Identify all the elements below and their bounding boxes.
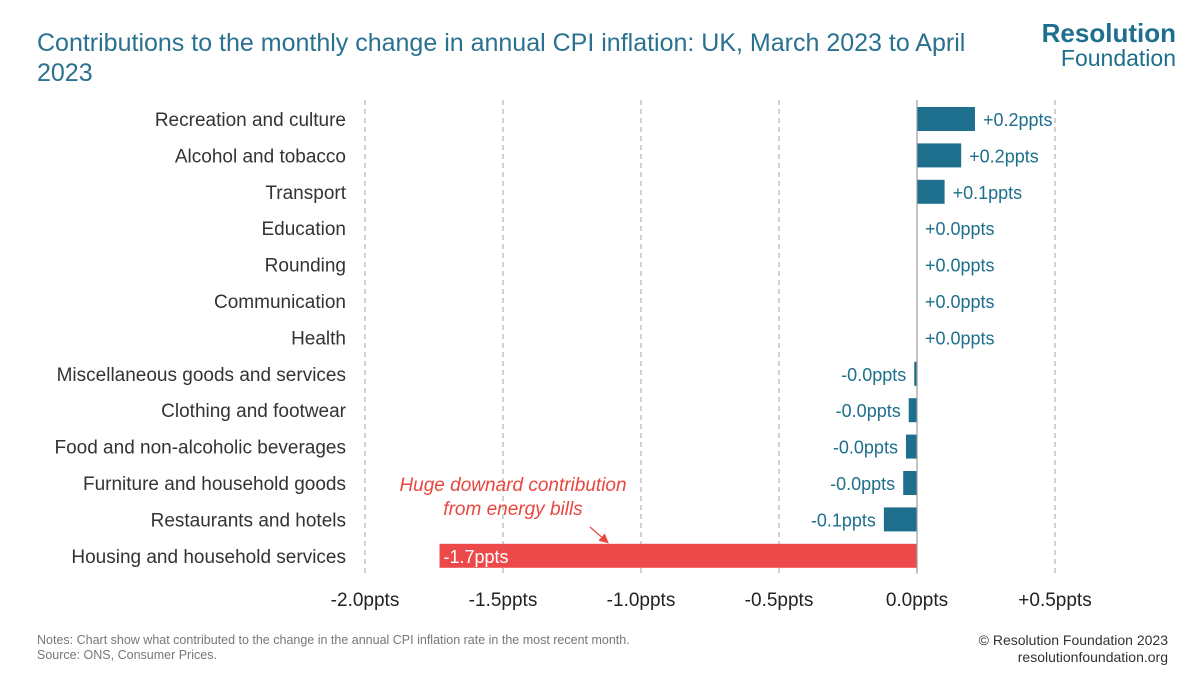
data-label: -0.0ppts: [830, 474, 895, 494]
data-label: +0.1ppts: [953, 183, 1023, 203]
data-label: -0.0ppts: [841, 365, 906, 385]
data-label: -0.1ppts: [811, 510, 876, 530]
x-tick-label: +0.5ppts: [1018, 590, 1091, 611]
website-link[interactable]: resolutionfoundation.org: [1017, 649, 1168, 665]
x-tick-label: -1.0ppts: [607, 590, 676, 611]
category-label: Education: [261, 219, 346, 240]
data-label: +0.2ppts: [983, 110, 1053, 130]
category-label: Clothing and footwear: [161, 401, 347, 422]
bar: [439, 543, 917, 568]
source-text: Source: ONS, Consumer Prices.: [37, 648, 217, 662]
bars: [439, 107, 975, 568]
data-label: -0.0ppts: [836, 401, 901, 421]
category-label: Furniture and household goods: [83, 474, 346, 495]
x-tick-label: 0.0ppts: [886, 590, 948, 611]
category-label: Transport: [265, 183, 346, 204]
bar: [914, 361, 917, 386]
gridlines: [364, 100, 1056, 574]
category-labels: Recreation and culture Alcohol and tobacc…: [54, 110, 346, 568]
category-label: Housing and household services: [71, 547, 346, 568]
category-label: Rounding: [265, 256, 346, 277]
category-label: Restaurants and hotels: [151, 510, 346, 531]
annotation: Huge downard contribution from energy bil…: [399, 475, 627, 544]
footer-credit: © Resolution Foundation 2023 resolutionf…: [979, 632, 1168, 666]
annotation-text: Huge downard contribution: [399, 475, 626, 496]
bar: [905, 434, 917, 459]
category-label: Recreation and culture: [155, 110, 346, 131]
category-label: Communication: [214, 292, 346, 313]
x-tick-label: -1.5ppts: [469, 590, 538, 611]
data-labels: +0.2ppts +0.2ppts +0.1ppts +0.0ppts +0.0ppts…: [444, 110, 1053, 567]
x-tick-label: -0.5ppts: [745, 590, 814, 611]
bar: [903, 471, 917, 495]
category-label: Food and non-alcoholic beverages: [54, 438, 346, 459]
annotation-text: from energy bills: [443, 499, 583, 520]
bar: [917, 107, 975, 131]
resolution-foundation-logo: Resolution Foundation: [1042, 20, 1176, 70]
logo-line-1: Resolution: [1041, 18, 1176, 48]
data-label: +0.0ppts: [925, 292, 995, 312]
data-label: -1.7ppts: [444, 547, 509, 567]
category-label: Health: [291, 328, 346, 349]
data-label: +0.2ppts: [969, 146, 1039, 166]
data-label: +0.0ppts: [925, 328, 995, 348]
bar: [917, 143, 962, 168]
data-label: -0.0ppts: [833, 438, 898, 458]
footer-notes: Notes: Chart show what contributed to th…: [37, 633, 630, 663]
data-label: +0.0ppts: [925, 256, 995, 276]
bar: [883, 507, 917, 532]
chart-title: Contributions to the monthly change in a…: [37, 29, 966, 87]
category-label: Miscellaneous goods and services: [57, 365, 346, 386]
copyright-text: © Resolution Foundation 2023: [978, 632, 1168, 648]
data-label: +0.0ppts: [925, 219, 995, 239]
bar: [908, 398, 917, 423]
notes-text: Notes: Chart show what contributed to th…: [37, 633, 630, 647]
x-tick-label: -2.0ppts: [331, 590, 400, 611]
x-tick-labels: -2.0ppts -1.5ppts -1.0ppts -0.5ppts 0.0ppts +…: [331, 590, 1092, 611]
category-label: Alcohol and tobacco: [175, 146, 346, 167]
logo-line-2: Foundation: [1060, 45, 1176, 71]
annotation-arrow: [589, 526, 609, 544]
bar: [917, 179, 945, 204]
